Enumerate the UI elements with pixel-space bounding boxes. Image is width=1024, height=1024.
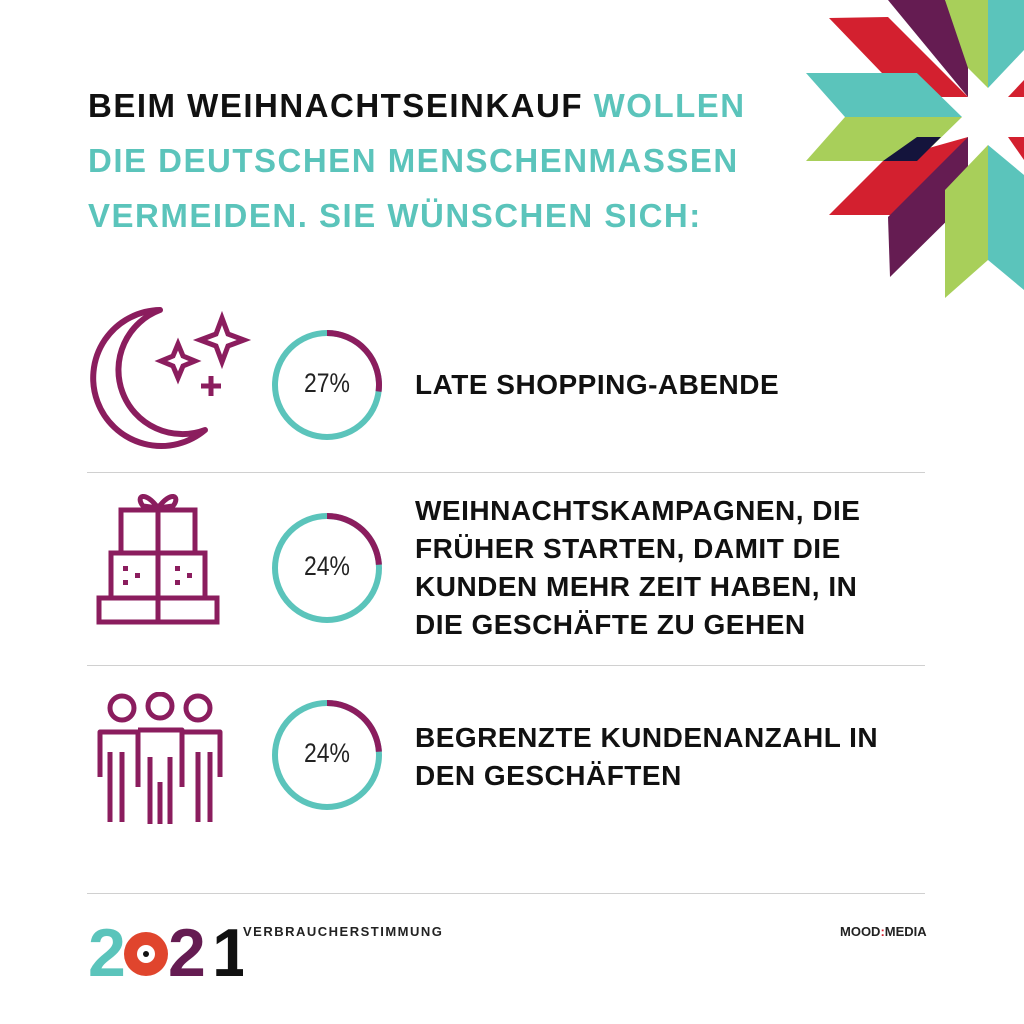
divider [87,893,925,894]
item-label: LATE SHOPPING-ABENDE [415,366,779,404]
headline-line2: DIE DEUTSCHEN MENSCHENMASSEN [88,142,739,179]
gifts-icon [96,494,220,625]
mood-media-logo: MOOD:MEDIA [840,924,927,939]
brand-colon: : [880,924,885,939]
survey-label: VERBRAUCHERSTIMMUNG [243,924,444,939]
headline: BEIM WEIHNACHTSEINKAUF WOLLEN DIE DEUTSC… [88,78,746,243]
donut-value-label: 24% [304,738,350,768]
item-label-line: FRÜHER STARTEN, DAMIT DIE [415,533,841,564]
headline-line3: VERMEIDEN. SIE WÜNSCHEN SICH: [88,197,702,234]
headline-part1: BEIM WEIHNACHTSEINKAUF [88,87,594,124]
item-label-line: DIE GESCHÄFTE ZU GEHEN [415,609,806,640]
brand-left: MOOD [840,924,881,939]
item-label: BEGRENZTE KUNDENANZAHL IN DEN GESCHÄFTEN [415,719,878,795]
divider [87,472,925,473]
star-decoration [806,0,1024,298]
item-label-line: BEGRENZTE KUNDENANZAHL IN [415,722,879,753]
donut-value-label: 24% [304,551,350,581]
item-label-line: KUNDEN MEHR ZEIT HABEN, IN [415,571,858,602]
donut-value-label: 27% [304,368,350,398]
year-2021-logo: 2 2 1 [88,918,243,980]
moon-stars-icon [90,307,252,449]
people-icon [97,692,223,824]
item-label-line: WEIHNACHTSKAMPAGNEN, DIE [415,495,861,526]
svg-text:1: 1 [212,918,243,980]
svg-text:2: 2 [88,918,126,980]
headline-part2: WOLLEN [593,87,746,124]
item-label-line: DEN GESCHÄFTEN [415,760,682,791]
brand-right: MEDIA [884,924,927,939]
divider [87,665,925,666]
item-label-line: LATE SHOPPING-ABENDE [415,369,780,400]
svg-text:2: 2 [168,918,206,980]
item-label: WEIHNACHTSKAMPAGNEN, DIE FRÜHER STARTEN,… [415,492,860,644]
